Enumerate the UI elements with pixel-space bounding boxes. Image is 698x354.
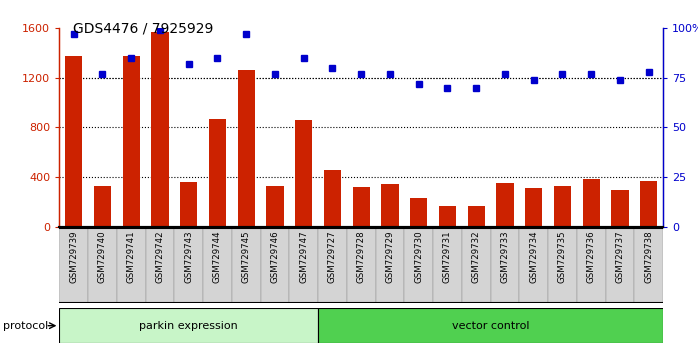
- Text: GSM729742: GSM729742: [156, 230, 165, 283]
- Bar: [237, 70, 255, 227]
- Text: GSM729730: GSM729730: [414, 230, 423, 283]
- Text: GSM729744: GSM729744: [213, 230, 222, 283]
- Text: protocol: protocol: [3, 321, 49, 331]
- Text: GSM729745: GSM729745: [242, 230, 251, 283]
- Bar: [94, 185, 111, 227]
- Text: GSM729732: GSM729732: [472, 230, 481, 283]
- Text: GSM729739: GSM729739: [69, 230, 78, 283]
- Bar: [468, 206, 485, 227]
- FancyBboxPatch shape: [59, 308, 318, 343]
- Text: GSM729738: GSM729738: [644, 230, 653, 283]
- Text: GSM729741: GSM729741: [127, 230, 135, 283]
- Bar: [267, 185, 283, 227]
- FancyBboxPatch shape: [462, 228, 491, 303]
- Text: parkin expression: parkin expression: [140, 321, 238, 331]
- FancyBboxPatch shape: [606, 228, 634, 303]
- FancyBboxPatch shape: [491, 228, 519, 303]
- FancyBboxPatch shape: [260, 228, 290, 303]
- FancyBboxPatch shape: [88, 228, 117, 303]
- Bar: [640, 181, 658, 227]
- FancyBboxPatch shape: [290, 228, 318, 303]
- Bar: [209, 119, 226, 227]
- Bar: [180, 182, 198, 227]
- Text: GSM729746: GSM729746: [270, 230, 279, 283]
- Text: vector control: vector control: [452, 321, 529, 331]
- Text: GSM729743: GSM729743: [184, 230, 193, 283]
- Bar: [324, 170, 341, 227]
- FancyBboxPatch shape: [318, 228, 347, 303]
- Bar: [123, 56, 140, 227]
- Text: GSM729747: GSM729747: [299, 230, 309, 283]
- FancyBboxPatch shape: [577, 228, 606, 303]
- FancyBboxPatch shape: [404, 228, 433, 303]
- Text: GDS4476 / 7925929: GDS4476 / 7925929: [73, 21, 214, 35]
- Text: GSM729731: GSM729731: [443, 230, 452, 283]
- Bar: [151, 32, 169, 227]
- FancyBboxPatch shape: [203, 228, 232, 303]
- FancyBboxPatch shape: [347, 228, 376, 303]
- Bar: [439, 206, 456, 227]
- Text: GSM729728: GSM729728: [357, 230, 366, 283]
- Text: GSM729735: GSM729735: [558, 230, 567, 283]
- FancyBboxPatch shape: [318, 308, 663, 343]
- Bar: [381, 184, 399, 227]
- FancyBboxPatch shape: [634, 228, 663, 303]
- FancyBboxPatch shape: [548, 228, 577, 303]
- Text: GSM729733: GSM729733: [500, 230, 510, 283]
- FancyBboxPatch shape: [519, 228, 548, 303]
- Text: GSM729740: GSM729740: [98, 230, 107, 283]
- FancyBboxPatch shape: [174, 228, 203, 303]
- Text: GSM729727: GSM729727: [328, 230, 337, 283]
- FancyBboxPatch shape: [146, 228, 174, 303]
- Text: GSM729736: GSM729736: [587, 230, 595, 283]
- Bar: [554, 185, 571, 227]
- FancyBboxPatch shape: [376, 228, 404, 303]
- FancyBboxPatch shape: [232, 228, 260, 303]
- Text: GSM729734: GSM729734: [529, 230, 538, 283]
- Bar: [525, 188, 542, 227]
- FancyBboxPatch shape: [59, 228, 88, 303]
- Bar: [611, 190, 629, 227]
- Bar: [583, 179, 600, 227]
- Bar: [295, 120, 312, 227]
- Bar: [410, 198, 427, 227]
- FancyBboxPatch shape: [117, 228, 146, 303]
- Bar: [496, 183, 514, 227]
- FancyBboxPatch shape: [433, 228, 462, 303]
- Bar: [65, 56, 82, 227]
- Bar: [352, 187, 370, 227]
- Text: GSM729729: GSM729729: [385, 230, 394, 283]
- Text: GSM729737: GSM729737: [616, 230, 625, 283]
